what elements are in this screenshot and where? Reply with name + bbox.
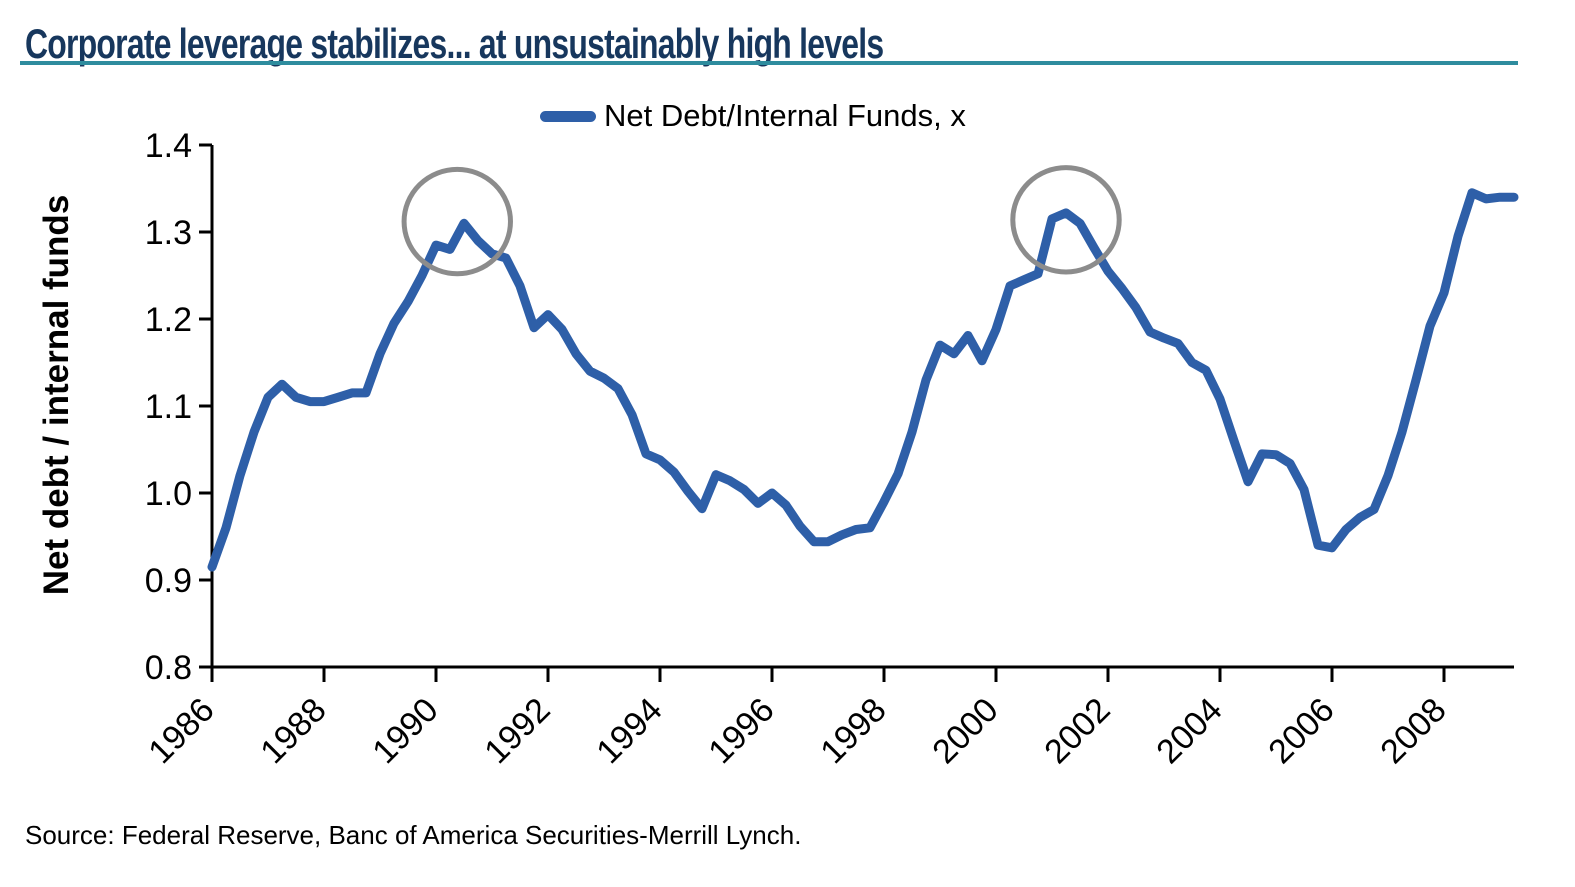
x-tick-label: 2002 <box>1037 691 1117 771</box>
chart-title: Corporate leverage stabilizes... at unsu… <box>25 20 884 67</box>
y-tick-label: 1.0 <box>145 475 192 513</box>
x-tick-label: 1988 <box>253 691 333 771</box>
net-debt-internal-funds-line <box>207 188 1519 572</box>
y-tick-label: 1.3 <box>145 214 192 252</box>
y-tick-label: 0.8 <box>145 649 192 687</box>
x-tick-label: 1990 <box>365 691 445 771</box>
y-tick-label: 0.9 <box>145 562 192 600</box>
x-tick-label: 1994 <box>589 691 669 771</box>
x-tick-label: 1992 <box>477 691 557 771</box>
title-underline <box>20 61 1518 65</box>
x-tick-label: 2004 <box>1149 691 1229 771</box>
legend: Net Debt/Internal Funds, x <box>540 98 966 134</box>
peak-annotation-circle <box>401 166 513 277</box>
x-tick-label: 1998 <box>813 691 893 771</box>
x-tick-label: 2000 <box>925 691 1005 771</box>
y-tick-label: 1.2 <box>145 301 192 339</box>
peak-annotation-circle <box>1010 165 1122 275</box>
x-tick-label: 1986 <box>141 691 221 771</box>
x-tick-label: 2006 <box>1261 691 1341 771</box>
y-tick-label: 1.4 <box>145 127 192 165</box>
x-tick-label: 2008 <box>1373 691 1453 771</box>
legend-line-marker <box>540 110 596 122</box>
legend-label: Net Debt/Internal Funds, x <box>604 98 966 133</box>
source-note: Source: Federal Reserve, Banc of America… <box>25 820 802 850</box>
y-tick-label: 1.1 <box>145 388 192 426</box>
x-tick-label: 1996 <box>701 691 781 771</box>
